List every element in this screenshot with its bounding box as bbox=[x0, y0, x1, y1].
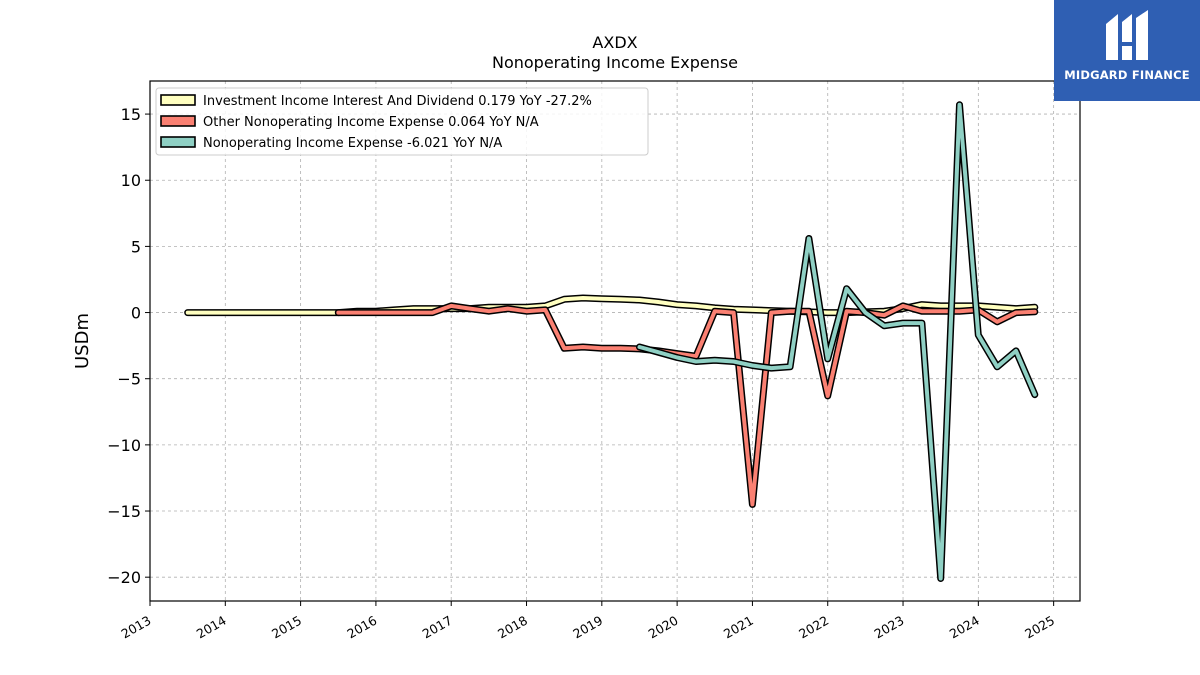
y-tick-label: 15 bbox=[121, 105, 141, 124]
x-tick-label: 2024 bbox=[947, 613, 982, 642]
logo-mark-icon bbox=[1106, 10, 1148, 60]
y-tick-label: −5 bbox=[117, 370, 141, 389]
legend-box bbox=[155, 87, 649, 156]
y-tick-label: 0 bbox=[131, 304, 141, 323]
x-tick-label: 2023 bbox=[871, 613, 906, 642]
series-line bbox=[637, 102, 1037, 581]
series-line bbox=[336, 303, 1037, 507]
legend-label: Other Nonoperating Income Expense 0.064 … bbox=[203, 115, 539, 130]
x-tick-label: 2018 bbox=[495, 613, 530, 642]
series-lines bbox=[184, 101, 1039, 582]
y-axis-label: USDm bbox=[72, 313, 93, 369]
x-tick-label: 2021 bbox=[721, 613, 756, 642]
legend-swatch bbox=[160, 94, 196, 106]
x-tick-label: 2016 bbox=[344, 613, 379, 642]
y-axis: −20 −15 −10 −5 0 5 10 15 bbox=[107, 105, 150, 587]
brand-name: MIDGARD FINANCE bbox=[1064, 68, 1190, 82]
legend-swatch bbox=[160, 115, 196, 127]
chart-title: AXDX bbox=[592, 33, 637, 52]
x-tick-label: 2017 bbox=[420, 613, 455, 642]
x-tick-label: 2020 bbox=[646, 613, 681, 642]
x-tick-label: 2022 bbox=[796, 613, 831, 642]
chart-subtitle: Nonoperating Income Expense bbox=[492, 53, 738, 72]
x-tick-label: 2013 bbox=[118, 613, 153, 642]
x-axis: 2013 2014 2015 2016 2017 2018 2019 2020 2021 2022… bbox=[118, 601, 1057, 642]
y-tick-label: 10 bbox=[121, 171, 141, 190]
x-tick-label: 2014 bbox=[194, 613, 229, 642]
x-tick-label: 2019 bbox=[570, 613, 605, 642]
y-tick-label: −15 bbox=[107, 502, 141, 521]
legend-swatch bbox=[160, 136, 196, 148]
legend-label: Investment Income Interest And Dividend … bbox=[203, 94, 592, 109]
y-tick-label: 5 bbox=[131, 237, 141, 256]
y-tick-label: −10 bbox=[107, 436, 141, 455]
plot-frame bbox=[149, 80, 1081, 602]
y-tick-label: −20 bbox=[107, 568, 141, 587]
legend: Investment Income Interest And Dividend … bbox=[155, 87, 649, 156]
legend-label: Nonoperating Income Expense -6.021 YoY N… bbox=[203, 136, 502, 151]
brand-logo: MIDGARD FINANCE bbox=[1054, 0, 1200, 101]
x-tick-label: 2025 bbox=[1022, 613, 1057, 642]
x-tick-label: 2015 bbox=[269, 613, 304, 642]
grid bbox=[149, 81, 1080, 601]
